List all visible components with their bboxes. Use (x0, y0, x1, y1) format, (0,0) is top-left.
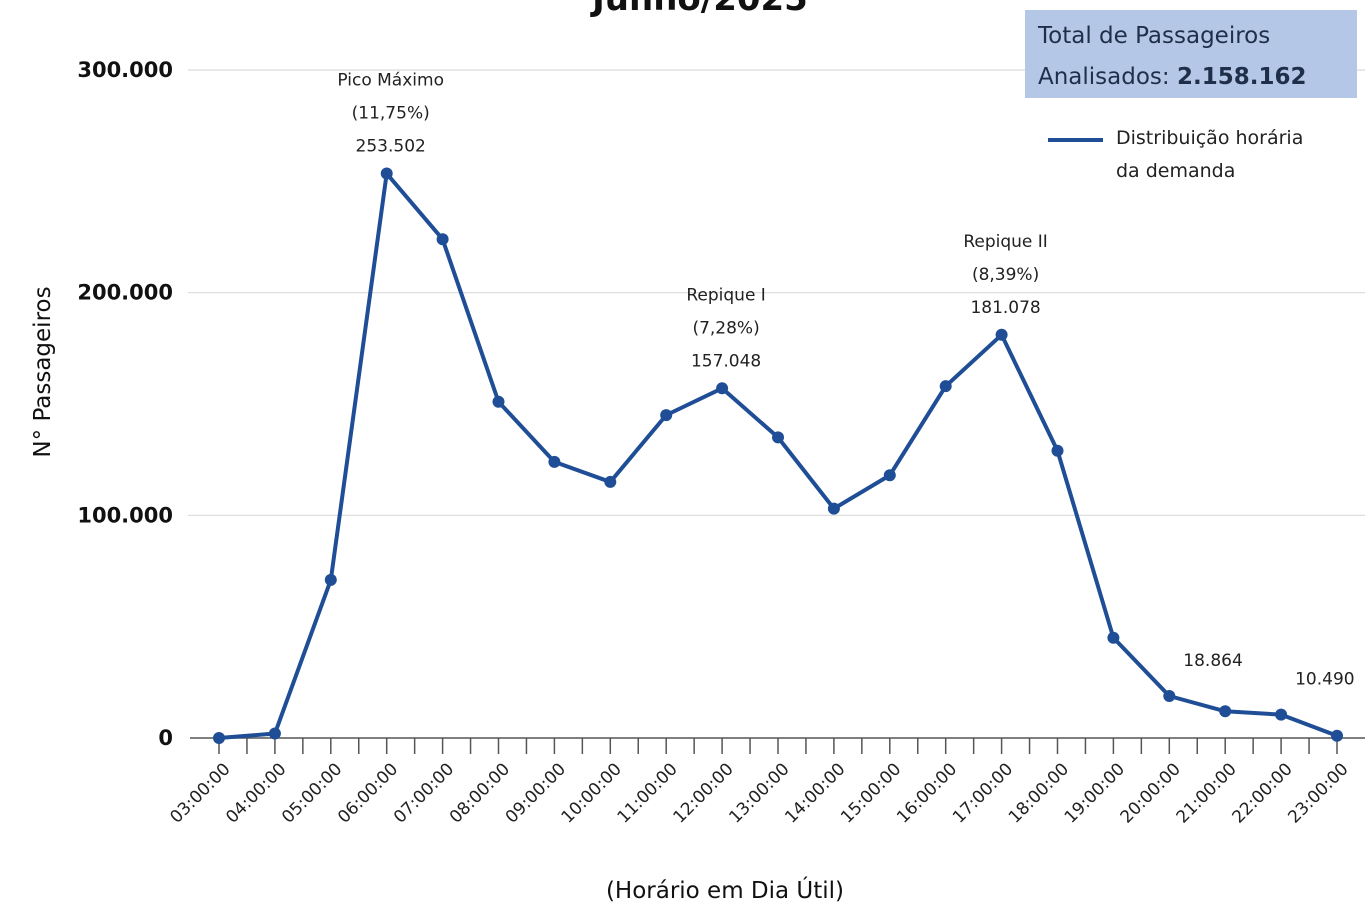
data-point (1219, 705, 1232, 718)
annotation-label: 157.048 (691, 351, 761, 371)
total-box-line1: Total de Passageiros (1037, 23, 1270, 49)
data-point (324, 573, 337, 586)
total-passengers-box: Total de Passageiros Analisados: 2.158.1… (1025, 10, 1357, 98)
legend-label-line2: da demanda (1116, 160, 1235, 182)
x-tick-label: 06:00:00 (334, 759, 402, 827)
annotation-label: (7,28%) (692, 318, 759, 338)
annotation-label: Pico Máximo (337, 71, 444, 91)
total-box-prefix: Analisados: (1038, 64, 1177, 90)
x-tick-label: 17:00:00 (949, 759, 1017, 827)
y-tick-label: 300.000 (77, 58, 173, 82)
series-line (217, 171, 1339, 740)
y-axis-ticks: 0 100.000 200.000 300.000 (77, 58, 173, 750)
total-box-background (1025, 10, 1357, 98)
x-tick-label: 05:00:00 (278, 759, 346, 827)
x-tick-label: 23:00:00 (1284, 759, 1352, 827)
y-tick-label: 100.000 (77, 503, 173, 527)
total-box-value: 2.158.162 (1177, 64, 1307, 90)
data-point (492, 395, 505, 408)
annotation-label: 253.502 (356, 137, 426, 157)
chart-title: Junho/2025 (590, 0, 808, 19)
x-tick-label: 03:00:00 (166, 759, 234, 827)
data-point (604, 475, 617, 488)
data-point (995, 328, 1008, 341)
x-tick-label: 21:00:00 (1173, 759, 1241, 827)
x-tick-label: 08:00:00 (446, 759, 514, 827)
data-point (1331, 729, 1343, 742)
x-tick-label: 07:00:00 (390, 759, 458, 827)
data-point (268, 727, 281, 740)
data-point (660, 409, 673, 422)
data-point (213, 732, 225, 744)
data-point (883, 469, 896, 482)
x-tick-label: 22:00:00 (1228, 759, 1296, 827)
annotation-label: (8,39%) (972, 265, 1039, 285)
x-tick-label: 19:00:00 (1061, 759, 1129, 827)
y-tick-label: 200.000 (77, 281, 173, 305)
annotation-label: 181.078 (970, 298, 1040, 318)
data-point (1163, 689, 1176, 702)
data-point (939, 380, 952, 393)
x-tick-label: 12:00:00 (669, 759, 737, 827)
data-point (548, 455, 561, 468)
data-point (380, 167, 393, 180)
annotation-label: (11,75%) (352, 104, 430, 124)
legend-label-line1: Distribuição horária (1116, 127, 1303, 149)
x-tick-label: 16:00:00 (893, 759, 961, 827)
annotation-label: Repique I (686, 285, 765, 305)
x-tick-label: 10:00:00 (558, 759, 626, 827)
legend-label: Distribuição horária da demanda (1116, 127, 1309, 182)
x-tick-label: 11:00:00 (614, 759, 682, 827)
series-layer (213, 167, 1343, 744)
data-point (1275, 708, 1288, 721)
data-point (772, 431, 784, 444)
y-tick-label: 0 (158, 726, 173, 750)
x-tick-label: 13:00:00 (725, 759, 793, 827)
data-point (827, 502, 840, 515)
data-label: 10.490 (1295, 670, 1354, 690)
x-tick-label: 18:00:00 (1005, 759, 1073, 827)
x-tick-label: 20:00:00 (1117, 759, 1185, 827)
x-axis-label: (Horário em Dia Útil) (606, 876, 844, 904)
x-axis-ticks: 03:00:0004:00:0005:00:0006:00:0007:00:00… (166, 738, 1353, 828)
y-axis-label: N° Passageiros (30, 286, 56, 457)
annotation-label: Repique II (963, 232, 1047, 252)
legend: Distribuição horária da demanda (1048, 127, 1309, 182)
x-tick-label: 14:00:00 (781, 759, 849, 827)
total-box-line2: Analisados: 2.158.162 (1038, 64, 1306, 90)
x-tick-label: 09:00:00 (502, 759, 570, 827)
data-point (1051, 444, 1064, 457)
data-point (716, 382, 729, 395)
x-tick-label: 04:00:00 (222, 759, 290, 827)
annotations: Pico Máximo (11,75%) 253.502 Repique I (7,28… (337, 71, 1354, 690)
data-point (436, 233, 449, 246)
data-label: 18.864 (1183, 651, 1242, 671)
data-point (1107, 631, 1120, 644)
x-tick-label: 15:00:00 (837, 759, 905, 827)
